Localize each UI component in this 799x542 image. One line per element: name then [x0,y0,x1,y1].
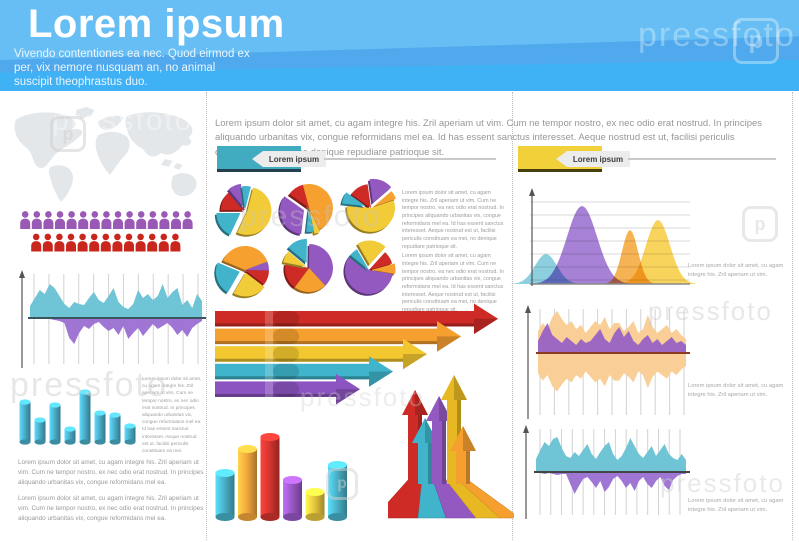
cylinder-bar-chart-left [16,388,146,448]
person-icon [66,233,76,252]
person-icon [147,211,158,229]
pie-chart [343,240,396,296]
person-icon [20,211,31,229]
section-rule [324,158,496,160]
person-icon [66,211,77,229]
person-icon [77,233,88,252]
mirror-area-chart [516,303,696,421]
intro-paragraph: Lorem ipsum dolor sit amet, cu agam inte… [215,117,763,158]
section-rule [628,158,776,160]
person-icon [136,211,147,229]
cylinder-bar-chart-middle [212,428,362,524]
person-icon [31,233,42,252]
person-icon [124,211,135,229]
person-icon [170,233,181,252]
bell-curve-chart [510,188,698,292]
section-label-tag: Lorem ipsum [252,151,326,167]
ribbon-arrow [215,303,498,334]
ribbon-arrow [215,356,393,387]
population-pictogram-chart [18,211,206,255]
ribbon-arrow [215,321,461,352]
layered-arrow-chart [215,303,510,408]
left-side-note: Lorem ipsum dolor sit amet, cu agam inte… [142,377,202,454]
ribbon-arrow [215,338,427,370]
person-icon [171,211,181,229]
pie-chart-grid [213,178,408,310]
rising-arrows-chart [388,368,514,520]
person-icon [31,211,42,229]
pie-chart [278,184,333,236]
person-icon [78,211,89,229]
header-subtitle: Vivendo contentiones ea nec. Quod eirmod… [14,48,250,89]
pie-side-paragraph: Lorem ipsum dolor sit amet, cu agam inte… [402,253,504,314]
oscillation-area-chart-left [12,266,206,370]
person-icon [42,233,53,252]
header-banner: Lorem ipsum Vivendo contentiones ea nec.… [0,0,799,91]
page-title: Lorem ipsum [28,2,285,46]
person-icon [158,233,169,252]
column-separator [792,92,793,540]
watermark-logo: p [742,206,778,242]
column-separator [512,92,513,540]
person-icon [101,211,112,229]
pie-side-paragraph: Lorem ipsum dolor sit amet, cu agam inte… [402,190,504,250]
bottom-paragraph: Lorem ipsum dolor sit amet, cu agam inte… [18,495,204,522]
pie-chart [340,178,396,234]
ribbon-arrow [215,373,360,405]
pie-chart [281,238,333,294]
person-icon [89,233,100,252]
person-icon [43,211,54,229]
chart-caption: Lorem ipsum dolor sit amet, cu agam inte… [688,263,784,278]
person-icon [159,211,170,229]
chart-caption: Lorem ipsum dolor sit amet, cu agam inte… [688,498,784,513]
chart-caption: Lorem ipsum dolor sit amet, cu agam inte… [688,383,784,398]
person-icon [113,211,123,229]
person-icon [54,233,65,252]
person-icon [124,233,134,252]
person-icon [135,233,146,252]
bottom-paragraph: Lorem ipsum dolor sit amet, cu agam inte… [18,459,204,486]
person-icon [112,233,123,252]
column-separator [206,92,207,540]
up-arrow [450,426,476,484]
person-icon [89,211,100,229]
section-label-tag: Lorem ipsum [556,151,630,167]
pie-chart [214,246,270,299]
person-icon [55,211,65,229]
world-map [14,107,197,203]
pie-side-text: Lorem ipsum dolor sit amet, cu agam inte… [402,190,504,317]
pie-chart [214,183,272,237]
person-icon [100,233,111,252]
person-icon [182,211,193,229]
oscillation-area-chart-right [514,423,699,523]
person-icon [147,233,158,252]
